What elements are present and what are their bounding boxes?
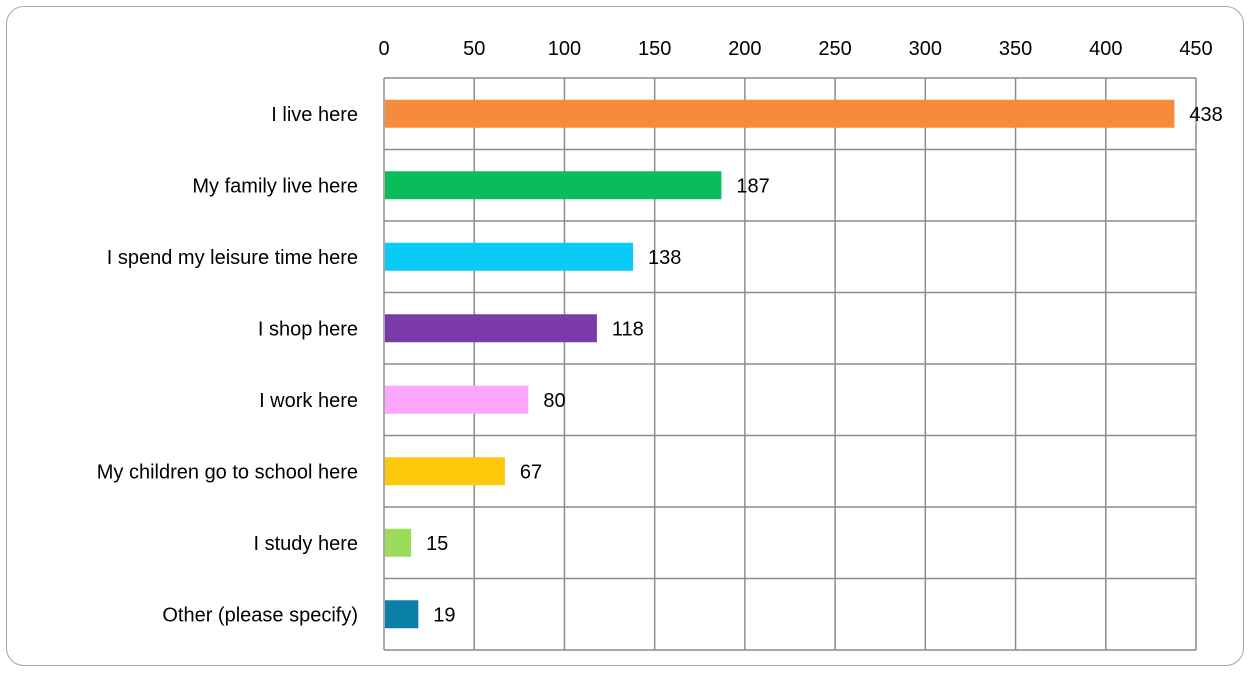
data-label: 15 — [426, 533, 448, 555]
bar — [385, 600, 419, 629]
x-tick-label: 0 — [378, 38, 389, 60]
category-label: I study here — [253, 533, 358, 555]
bar — [385, 528, 412, 557]
bar — [385, 99, 1175, 128]
bar — [385, 314, 597, 343]
x-tick-label: 50 — [463, 38, 485, 60]
data-label: 19 — [433, 604, 455, 626]
category-label: I work here — [259, 390, 358, 412]
x-tick-label: 350 — [999, 38, 1032, 60]
data-label: 187 — [736, 175, 769, 197]
data-label: 80 — [543, 390, 565, 412]
category-label: I spend my leisure time here — [107, 247, 358, 269]
x-tick-label: 250 — [818, 38, 851, 60]
category-label: I live here — [271, 104, 358, 126]
x-tick-label: 150 — [638, 38, 671, 60]
bar — [385, 457, 505, 486]
category-label: Other (please specify) — [162, 604, 358, 626]
category-labels: I live here My family live here I spend my… — [97, 104, 358, 627]
bars — [385, 99, 1175, 629]
data-label: 438 — [1189, 104, 1222, 126]
bar — [385, 385, 529, 414]
data-label: 118 — [612, 318, 644, 340]
x-tick-label: 200 — [728, 38, 761, 60]
data-label: 138 — [648, 247, 681, 269]
data-labels: 438 187 138 118 80 67 15 19 — [426, 104, 1223, 627]
bar — [385, 171, 722, 200]
x-tick-label: 400 — [1089, 38, 1122, 60]
x-tick-label: 300 — [909, 38, 942, 60]
x-axis-ticks: 0 50 100 150 200 250 300 350 400 450 — [378, 38, 1212, 60]
grid-layer — [383, 77, 1197, 651]
bar — [385, 242, 634, 271]
category-label: My children go to school here — [97, 461, 358, 483]
category-label: My family live here — [192, 175, 358, 197]
x-tick-label: 450 — [1179, 38, 1212, 60]
x-tick-label: 100 — [548, 38, 581, 60]
data-label: 67 — [520, 461, 542, 483]
category-label: I shop here — [258, 318, 358, 340]
